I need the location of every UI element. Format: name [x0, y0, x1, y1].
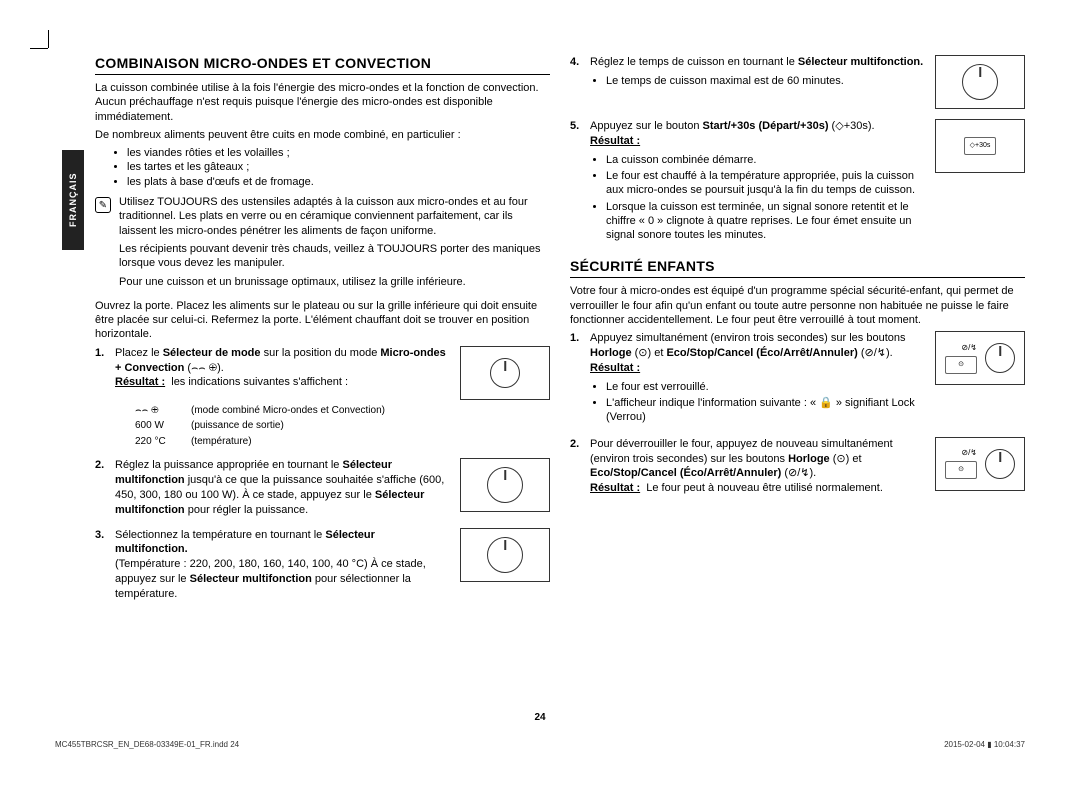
left-column: COMBINAISON MICRO-ONDES ET CONVECTION La… [95, 55, 550, 612]
pre-steps-text: Ouvrez la porte. Placez les aliments sur… [95, 299, 550, 342]
dial-diagram [460, 528, 550, 582]
steps-list-right: Réglez le temps de cuisson en tournant l… [570, 55, 1025, 244]
clock-icon: ⊙ [945, 461, 977, 479]
step-4: Réglez le temps de cuisson en tournant l… [570, 55, 1025, 109]
step-5: Appuyez sur le bouton Start/+30s (Départ… [570, 119, 1025, 244]
page-content: COMBINAISON MICRO-ONDES ET CONVECTION La… [55, 55, 1025, 612]
result-label: Résultat : [590, 135, 640, 147]
grid-val: (mode combiné Micro-ondes et Convection) [191, 404, 385, 418]
step-text: sur la position du mode [261, 347, 381, 359]
step-1: Placez le Sélecteur de mode sur la posit… [95, 346, 550, 449]
unlock-buttons-diagram: ⊘/↯ ⊙ [935, 437, 1025, 491]
food-item: les tartes et les gâteaux ; [127, 160, 550, 174]
lock-buttons-diagram: ⊘/↯ ⊙ [935, 331, 1025, 385]
safety-step-1: Appuyez simultanément (environ trois sec… [570, 331, 1025, 426]
result-label: Résultat : [590, 362, 640, 374]
result-label: Résultat : [590, 482, 640, 494]
page-number: 24 [0, 712, 1080, 723]
footer-timestamp: 2015-02-04 ▮ 10:04:37 [944, 740, 1025, 749]
heading-combination: COMBINAISON MICRO-ONDES ET CONVECTION [95, 55, 550, 75]
note-text-3: Pour une cuisson et un brunissage optima… [119, 275, 550, 289]
step-bold: Sélecteur multifonction [190, 573, 312, 585]
sub-bullet: L'afficheur indique l'information suivan… [606, 396, 925, 425]
step-text: (⊙) et [830, 453, 862, 465]
safety-step-2: Pour déverrouiller le four, appuyez de n… [570, 437, 1025, 496]
result-text: les indications suivantes s'affichent : [171, 376, 348, 388]
dial-diagram [935, 55, 1025, 109]
start-button-diagram: ◇+30s [935, 119, 1025, 173]
grid-val: (puissance de sortie) [191, 419, 284, 433]
grid-key: 220 °C [135, 435, 179, 449]
step-text: Sélectionnez la température en tournant … [115, 529, 325, 541]
steps-list-left: Placez le Sélecteur de mode sur la posit… [95, 346, 550, 602]
sub-bullet: Lorsque la cuisson est terminée, un sign… [606, 200, 925, 243]
note-icon: ✎ [95, 197, 111, 213]
step-bold: Eco/Stop/Cancel (Éco/Arrêt/Annuler) [590, 467, 781, 479]
step-bold: Sélecteur de mode [163, 347, 261, 359]
sub-bullet: Le four est chauffé à la température app… [606, 169, 925, 198]
step-2: Réglez la puissance appropriée en tourna… [95, 458, 550, 517]
step-text: Réglez le temps de cuisson en tournant l… [590, 56, 798, 68]
step-bold: Horloge [590, 347, 632, 359]
sub-bullet: Le four est verrouillé. [606, 380, 925, 394]
step-text: (⊘/↯). [781, 467, 816, 479]
note-text-1: Utilisez TOUJOURS des ustensiles adaptés… [119, 195, 550, 238]
food-list: les viandes rôties et les volailles ; le… [127, 146, 550, 189]
step-text: Appuyez sur le bouton [590, 120, 703, 132]
step-text: (⊙) et [632, 347, 667, 359]
step-text: +30s). [844, 120, 875, 132]
note-text-2: Les récipients pouvant devenir très chau… [119, 242, 550, 271]
step-text: (⊘/↯). [858, 347, 893, 359]
heading-child-safety: SÉCURITÉ ENFANTS [570, 258, 1025, 278]
grid-val: (température) [191, 435, 252, 449]
clock-icon: ⊙ [945, 356, 977, 374]
result-label: Résultat : [115, 376, 165, 388]
step-bold: Start/+30s (Départ/+30s) [703, 120, 829, 132]
food-item: les viandes rôties et les volailles ; [127, 146, 550, 160]
safety-steps: Appuyez simultanément (environ trois sec… [570, 331, 1025, 496]
step-bold: Horloge [788, 453, 830, 465]
sub-bullet: Le temps de cuisson maximal est de 60 mi… [606, 74, 925, 88]
step-text: Réglez la puissance appropriée en tourna… [115, 459, 342, 471]
start-30s-icon: ◇+30s [964, 137, 996, 155]
step-3: Sélectionnez la température en tournant … [95, 528, 550, 602]
mode-symbol: ⌢⌢ ⊕ [191, 362, 217, 374]
right-column: Réglez le temps de cuisson en tournant l… [570, 55, 1025, 612]
sub-bullet: La cuisson combinée démarre. [606, 153, 925, 167]
result-text: Le four peut à nouveau être utilisé norm… [646, 482, 883, 494]
food-item: les plats à base d'œufs et de fromage. [127, 175, 550, 189]
intro-paragraph-1: La cuisson combinée utilise à la fois l'… [95, 81, 550, 124]
result-indicator-grid: ⌢⌢ ⊕ (mode combiné Micro-ondes et Convect… [135, 404, 550, 449]
dial-diagram [460, 458, 550, 512]
mode-selector-diagram [460, 346, 550, 400]
step-text: Placez le [115, 347, 163, 359]
step-text: Appuyez simultanément (environ trois sec… [590, 332, 906, 344]
step-text: ). [217, 362, 224, 374]
step-bold: Eco/Stop/Cancel (Éco/Arrêt/Annuler) [666, 347, 857, 359]
safety-intro: Votre four à micro-ondes est équipé d'un… [570, 284, 1025, 327]
grid-key: ⌢⌢ ⊕ [135, 404, 179, 418]
start-symbol: ◇ [835, 120, 843, 132]
step-text: pour régler la puissance. [185, 504, 309, 516]
note-block: ✎ Utilisez TOUJOURS des ustensiles adapt… [95, 195, 550, 293]
step-bold: Sélecteur multifonction. [798, 56, 923, 68]
grid-key: 600 W [135, 419, 179, 433]
footer-filename: MC455TBRCSR_EN_DE68-03349E-01_FR.indd 24 [55, 740, 239, 749]
intro-paragraph-2: De nombreux aliments peuvent être cuits … [95, 128, 550, 142]
